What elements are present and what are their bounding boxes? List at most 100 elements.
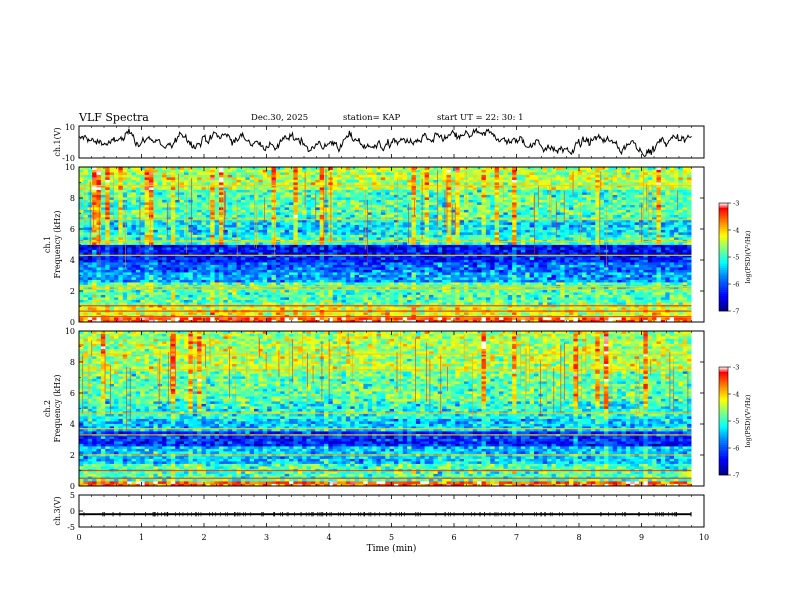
- ch1-spectrogram-cell: [179, 299, 185, 303]
- ch1-spectrogram-cell: [402, 259, 408, 263]
- ch1-spectrogram-cell: [564, 289, 570, 293]
- ch1-spectrogram-cell: [157, 274, 163, 278]
- ch1-spectrogram-cell: [122, 279, 128, 283]
- ch1-spectrogram-cell: [608, 242, 614, 245]
- ch1-spectrogram-cell: [219, 269, 224, 273]
- ch1-spectrogram-cell: [140, 287, 146, 290]
- ch1-spectrogram-cell: [459, 247, 465, 250]
- ch1-spectrogram-cell: [678, 244, 684, 248]
- ch1-spectrogram-cell: [367, 279, 373, 283]
- ch1-spectrogram-cell: [665, 267, 671, 270]
- ch1-spectrogram-cell: [328, 242, 334, 245]
- ch1-spectrogram-cell: [468, 282, 474, 285]
- ch1-spectrogram-cell: [385, 257, 391, 260]
- ch1-spectrogram-cell: [315, 294, 321, 298]
- ch1-spectrogram-cell: [219, 287, 224, 290]
- ch1-spectrogram-cell: [114, 292, 119, 295]
- ch1-spectrogram-cell: [328, 319, 334, 323]
- ch1-spectrogram-cell: [542, 249, 548, 253]
- ch1-spectrogram-cell: [555, 279, 561, 283]
- ch1-spectrogram-cell: [424, 269, 430, 273]
- ch1-spectrogram-cell: [525, 302, 531, 305]
- ch1-spectrogram-cell: [166, 249, 172, 253]
- ch1-spectrogram-cell: [595, 307, 601, 310]
- ch1-spectrogram-cell: [512, 302, 517, 305]
- ch1-spectrogram-cell: [630, 269, 636, 273]
- ch1-spectrogram-cell: [520, 292, 526, 295]
- ch1-spectrogram-cell: [525, 262, 531, 265]
- ch1-spectrogram-cell: [569, 314, 574, 318]
- ch1-spectrogram-cell: [582, 314, 587, 318]
- ch1-spectrogram-cell: [114, 287, 119, 290]
- ch1-spectrogram-cell: [149, 267, 154, 270]
- ch1-spectrogram-cell: [380, 242, 386, 245]
- ch1-spectrogram-cell: [249, 292, 255, 295]
- ch1-spectrogram-cell: [87, 262, 93, 265]
- ch1-spectrogram-cell: [324, 314, 329, 318]
- ch1-spectrogram-cell: [503, 314, 509, 318]
- ch1-spectrogram-cell: [634, 277, 640, 280]
- ch1-spectrogram-cell: [590, 289, 596, 293]
- ch1-spectrogram-cell: [411, 252, 417, 255]
- ch1-spectrogram-cell: [135, 242, 141, 245]
- ch1-spectrogram-cell: [297, 312, 303, 315]
- ch1-spectrogram-cell: [494, 249, 500, 253]
- ch1-spectrogram-cell: [275, 307, 281, 310]
- ch1-spectrogram-cell: [389, 279, 395, 283]
- ch1-spectrogram-cell: [385, 307, 391, 310]
- ch1-spectrogram-cell: [674, 267, 679, 270]
- ch1-spectrogram-cell: [354, 252, 360, 255]
- ch1-spectrogram-cell: [669, 242, 675, 245]
- ch1-spectrogram-cell: [577, 319, 583, 323]
- ch1-spectrogram-cell: [534, 317, 539, 320]
- ch1-spectrogram-cell: [647, 292, 653, 295]
- ch1-spectrogram-cell: [490, 272, 496, 275]
- ch1-spectrogram-cell: [236, 257, 242, 260]
- ch1-spectrogram-cell: [446, 257, 452, 260]
- ch1-spectrogram-cell: [135, 257, 141, 260]
- ch1-spectrogram-cell: [639, 247, 644, 250]
- ch1-spectrogram-cell: [188, 272, 194, 275]
- ch1-spectrogram-cell: [652, 242, 657, 245]
- ch1-spectrogram-cell: [310, 272, 316, 275]
- ch1-spectrogram-cell: [660, 279, 666, 283]
- ch1-spectrogram-cell: [459, 237, 465, 240]
- ch1-spectrogram-cell: [437, 257, 443, 260]
- ch1-spectrogram-cell: [170, 242, 176, 245]
- ch1-spectrogram-cell: [197, 297, 202, 300]
- ch1-spectrogram-cell: [512, 249, 517, 253]
- ch1-spectrogram-cell: [254, 279, 259, 283]
- ch1-spectrogram-cell: [223, 292, 229, 295]
- ch1-spectrogram-cell: [166, 257, 172, 260]
- ch1-spectrogram-cell: [560, 267, 566, 270]
- ch1-spectrogram-cell: [590, 264, 596, 268]
- ch1-spectrogram-cell: [424, 244, 430, 248]
- ch1-spectrogram-cell: [442, 302, 447, 305]
- ch1-spectrogram-cell: [197, 249, 202, 253]
- ch1-spectrogram-cell: [205, 292, 211, 295]
- ch1-spectrogram-cell: [92, 269, 97, 273]
- ch1-spectrogram-cell: [547, 289, 552, 293]
- ch1-spectrogram-cell: [367, 237, 373, 240]
- ch1-spectrogram-cell: [398, 237, 404, 240]
- ch1-spectrogram-cell: [621, 314, 627, 318]
- ch1-spectrogram-cell: [625, 319, 631, 323]
- ch1-spectrogram-cell: [332, 319, 338, 323]
- ch1-spectrogram-cell: [267, 252, 272, 255]
- ch1-spectrogram-cell: [503, 294, 509, 298]
- ch1-spectrogram-cell: [258, 237, 264, 240]
- ch1-spectrogram-cell: [547, 252, 552, 255]
- ch1-spectrogram-cell: [560, 302, 566, 305]
- ch1-spectrogram-cell: [258, 317, 264, 320]
- ch1-spectrogram-cell: [254, 294, 259, 298]
- ch1-spectrogram-cell: [219, 307, 224, 310]
- ch1-spectrogram-cell: [407, 259, 412, 263]
- ch1-spectrogram-cell: [459, 312, 465, 315]
- ch1-spectrogram-cell: [345, 264, 351, 268]
- ch1-spectrogram-cell: [398, 314, 404, 318]
- ch1-spectrogram-cell: [297, 264, 303, 268]
- ch1-spectrogram-cell: [481, 302, 487, 305]
- ch1-spectrogram-cell: [267, 244, 272, 248]
- ch1-spectrogram-cell: [555, 302, 561, 305]
- ch1-spectrogram-cell: [363, 279, 369, 283]
